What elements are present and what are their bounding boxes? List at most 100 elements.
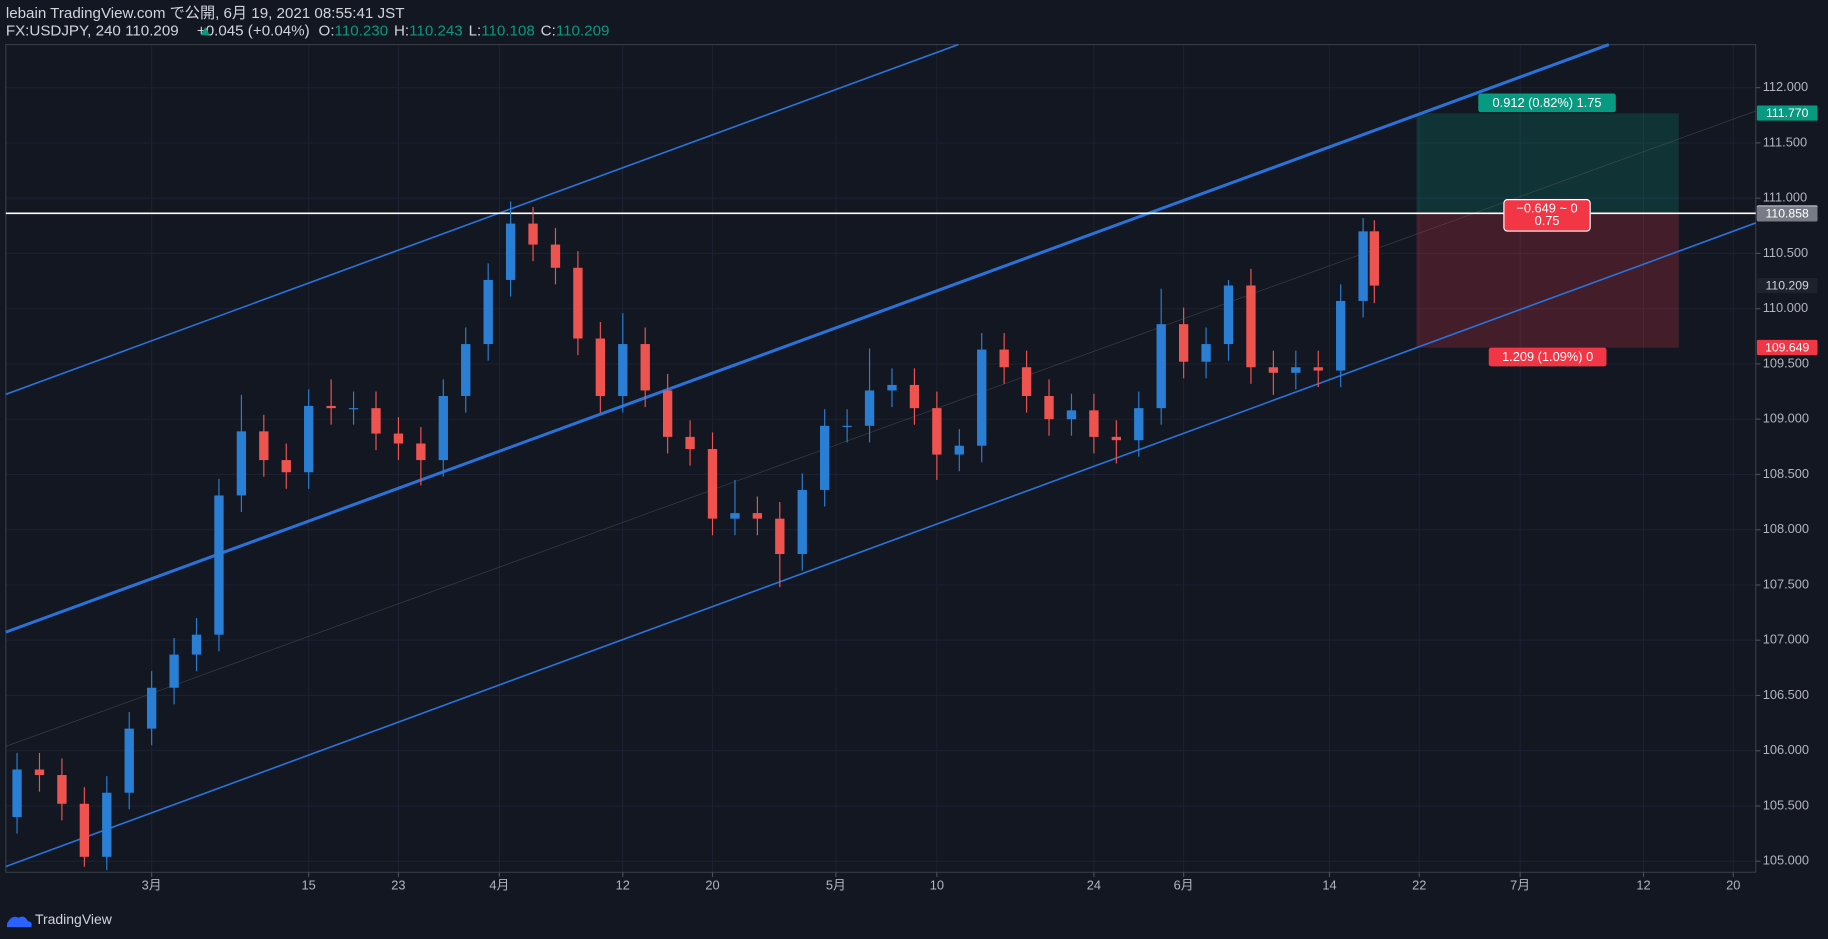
- ohlc-key: C:: [541, 23, 556, 40]
- candle-body: [1223, 285, 1234, 345]
- candle-body: [707, 449, 718, 519]
- candle-body: [236, 431, 247, 496]
- candle-body: [12, 769, 22, 818]
- candle-body: [1044, 395, 1054, 420]
- target-label-box: [1478, 93, 1616, 113]
- y-tick-label: 108.000: [1763, 521, 1809, 536]
- ohlc-key: O:: [319, 23, 335, 40]
- candle-body: [640, 344, 650, 391]
- candle-body: [1313, 367, 1323, 371]
- candle-body: [820, 425, 830, 490]
- ohlc-value: 110.209: [556, 23, 610, 40]
- candle-body: [842, 425, 852, 427]
- plot-frame: [5, 43, 1757, 873]
- y-tick-label: 108.500: [1763, 466, 1809, 481]
- candle-body: [1111, 436, 1121, 441]
- channel-middle: [5, 43, 1610, 634]
- candle-body: [281, 460, 291, 473]
- candle-body: [685, 436, 695, 450]
- candle-body: [618, 344, 628, 396]
- candle-body: [1089, 410, 1099, 437]
- candle-body: [887, 384, 897, 391]
- candle-body: [954, 445, 964, 455]
- candle-body: [1201, 344, 1211, 362]
- candle-body: [191, 634, 202, 655]
- x-tick-label: 12: [1636, 878, 1650, 893]
- x-tick-label: 7月: [1510, 878, 1530, 893]
- target-label: 0.912 (0.82%) 1.75: [1493, 95, 1602, 110]
- candle-body: [438, 395, 448, 461]
- y-tick-label: 110.000: [1763, 300, 1808, 315]
- candle-body: [124, 728, 134, 793]
- stop-label-box: [1488, 347, 1607, 367]
- candle-body: [57, 775, 67, 804]
- candle-body: [730, 513, 740, 519]
- entry-label: −0.649 ~ 0: [1516, 200, 1577, 215]
- candle-body: [573, 267, 583, 339]
- candle-body: [775, 518, 785, 555]
- y-tick-label: 106.500: [1763, 687, 1809, 702]
- ohlc-value: 110.108: [481, 23, 535, 40]
- candle-body: [752, 513, 763, 519]
- price-label: 109.649: [1765, 340, 1809, 354]
- candle-body: [348, 408, 359, 410]
- candle-body: [505, 223, 516, 280]
- candle-body: [1178, 324, 1189, 362]
- y-tick-label: 107.000: [1763, 632, 1809, 647]
- price-label-box: [1756, 206, 1818, 222]
- y-tick-label: 107.500: [1763, 576, 1809, 591]
- candle-body: [1369, 231, 1379, 286]
- entry-label-box: [1503, 199, 1591, 232]
- candle-body: [214, 495, 224, 635]
- entry-label: 0.75: [1535, 213, 1560, 228]
- up-arrow: [200, 27, 210, 36]
- candle-body: [1291, 367, 1301, 373]
- x-tick-label: 3月: [142, 878, 162, 893]
- ohlc-value: 110.230: [335, 23, 389, 40]
- price-label-box: [1756, 105, 1818, 121]
- y-tick-label: 110.500: [1763, 245, 1808, 260]
- x-tick-label: 4月: [489, 878, 509, 893]
- ohlc: O:110.230 H:110.243 L:110.108 C:110.209: [319, 23, 610, 40]
- y-tick-label: 111.500: [1763, 134, 1807, 149]
- stop-zone: [1416, 213, 1679, 348]
- symbol-line: FX:USDJPY, 240 110.209 +0.045 (+0.04%) O…: [6, 23, 610, 40]
- ohlc-value: 110.243: [409, 23, 463, 40]
- y-tick-label: 111.000: [1763, 190, 1807, 205]
- candle-body: [416, 443, 426, 461]
- candle-body: [932, 408, 942, 455]
- x-tick-label: 22: [1412, 878, 1426, 893]
- candle-body: [34, 769, 45, 776]
- candle-body: [1358, 231, 1368, 301]
- stop-label: 1.209 (1.09%) 0: [1502, 349, 1593, 364]
- candle-body: [393, 433, 404, 444]
- candle-body: [326, 405, 336, 409]
- price-label-box: [1756, 339, 1818, 356]
- published-info: lebain TradingView.com で公開, 6月 19, 2021 …: [6, 5, 405, 22]
- candle-body: [909, 384, 920, 409]
- channel-lower: [5, 222, 1757, 868]
- candles: [12, 201, 1379, 871]
- price-label-box: [1756, 278, 1818, 294]
- price-label: 110.858: [1766, 207, 1810, 221]
- price-label: 111.770: [1766, 106, 1809, 120]
- candle-body: [483, 279, 493, 345]
- candle-body: [977, 349, 987, 446]
- ohlc-key: H:: [394, 23, 409, 40]
- change: +0.045 (+0.04%): [197, 23, 310, 40]
- candle-body: [1246, 285, 1256, 368]
- y-tick-label: 106.000: [1763, 742, 1809, 757]
- candle-body: [1268, 367, 1279, 373]
- x-tick-label: 6月: [1174, 878, 1194, 893]
- grid: [5, 44, 1756, 873]
- x-tick-label: 12: [616, 878, 630, 893]
- candle-body: [102, 792, 112, 857]
- ohlc-key: L:: [469, 23, 482, 40]
- candle-body: [1134, 408, 1144, 441]
- candle-body: [797, 489, 807, 555]
- y-tick-label: 109.000: [1763, 411, 1809, 426]
- axes: 105.000 105.500 106.000 106.500 107.000 107.5…: [142, 79, 1818, 893]
- price-label: 110.209: [1766, 278, 1810, 292]
